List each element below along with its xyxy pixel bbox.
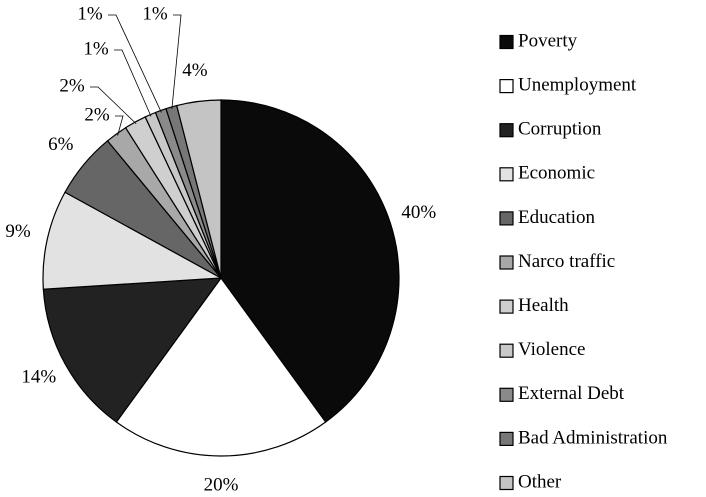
legend-swatch [499,78,514,94]
leader-line [108,14,162,113]
legend-swatch [499,343,514,358]
data-label: 6% [48,134,74,155]
legend-label: Corruption [518,119,602,140]
data-label: 1% [77,3,103,24]
data-label: 2% [59,75,85,96]
pie-slice [220,99,400,423]
data-label: 1% [83,38,109,59]
data-label: 20% [204,474,239,495]
legend-label: External Debt [518,383,625,404]
legend-label: Education [518,207,596,228]
legend-swatch [499,431,514,446]
leader-line [171,14,182,110]
legend-swatch [499,475,514,491]
legend-swatch [499,299,514,314]
legend-label: Bad Administration [518,427,668,448]
legend-swatch [499,167,514,182]
data-label: 2% [84,104,110,125]
legend-swatch [499,387,514,402]
legend-label: Narco traffic [518,251,615,272]
legend-swatch [499,255,514,270]
data-label: 1% [142,3,168,24]
legend-label: Other [518,471,562,492]
leader-line [115,115,124,136]
leader-line [90,86,137,125]
legend-swatch [499,123,514,138]
data-label: 4% [182,60,208,81]
pie-slice [42,277,223,423]
legend-label: Violence [518,339,585,360]
legend-swatch [499,34,514,50]
legend-label: Unemployment [518,74,637,95]
legend-swatch [499,211,514,226]
legend-label: Health [518,295,569,316]
data-label: 40% [401,202,436,223]
pie-slice [176,99,222,279]
leader-line [114,49,152,117]
data-label: 14% [21,367,56,388]
legend-label: Poverty [518,30,578,51]
pie-slice [42,191,224,290]
data-label: 9% [5,221,31,242]
pie-slice [115,276,327,457]
legend-label: Economic [518,163,595,184]
